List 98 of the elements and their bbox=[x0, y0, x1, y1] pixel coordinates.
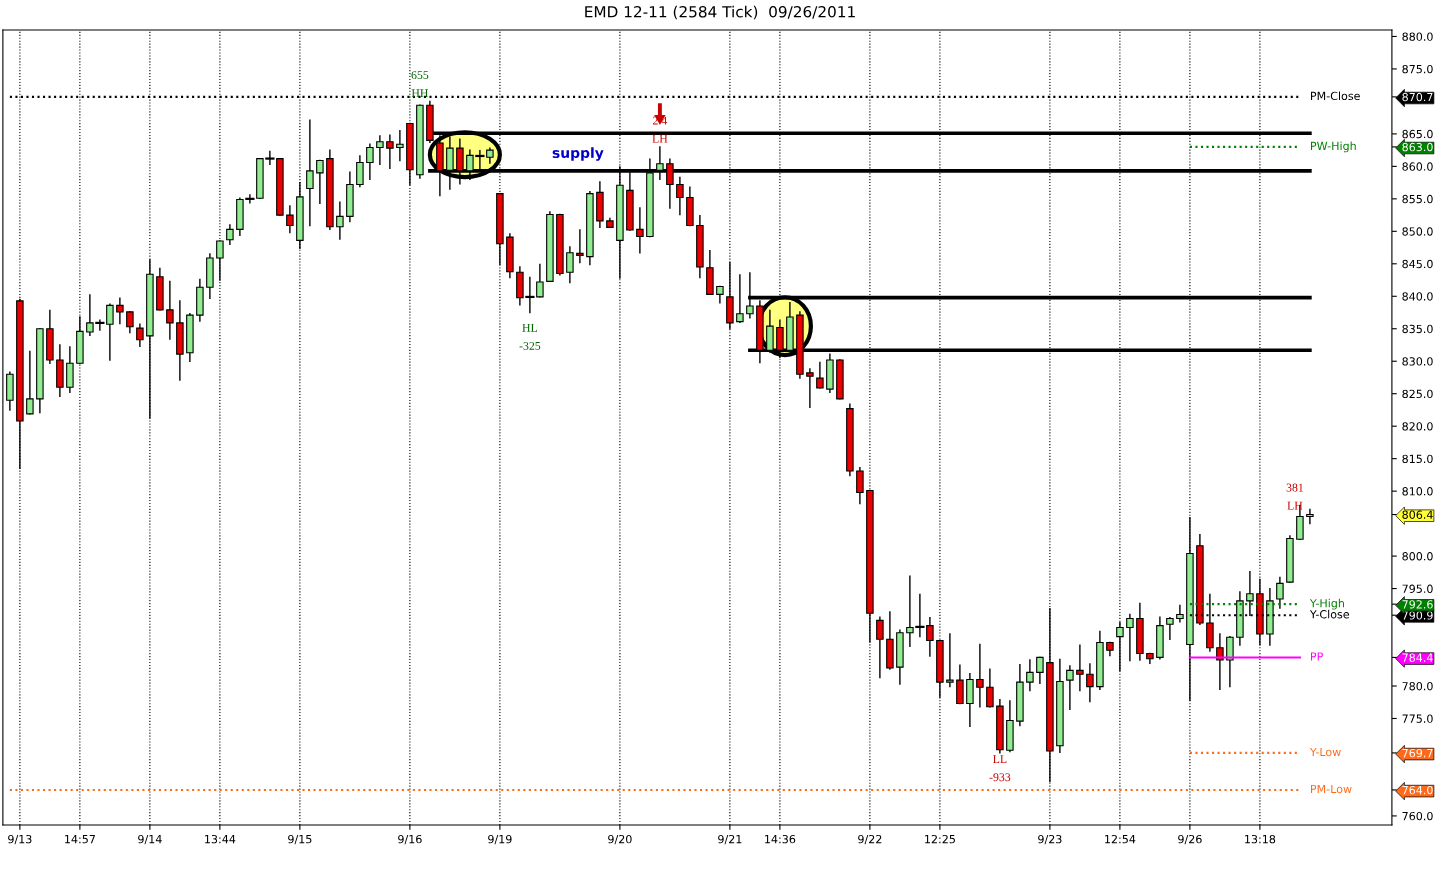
y-tick-label: 865.0 bbox=[1402, 129, 1433, 139]
candlestick bbox=[976, 643, 984, 708]
x-tick-label: 13:44 bbox=[205, 834, 236, 844]
candlestick bbox=[26, 350, 34, 415]
x-tick-label: 9/15 bbox=[288, 834, 312, 845]
x-tick-label: 12:25 bbox=[925, 834, 955, 844]
y-tick-label: 806.4 bbox=[1402, 510, 1433, 519]
candlestick bbox=[336, 201, 344, 240]
candlestick bbox=[366, 143, 374, 181]
candlestick bbox=[816, 361, 824, 389]
y-tick-label: 760.0 bbox=[1402, 811, 1433, 821]
candlestick bbox=[956, 664, 964, 705]
x-tick-label: 14:36 bbox=[765, 834, 796, 844]
candlestick bbox=[1226, 635, 1234, 688]
candlestick bbox=[306, 119, 314, 227]
y-tick-label: 769.7 bbox=[1402, 748, 1433, 758]
annotation: HL -325 bbox=[519, 323, 541, 350]
y-tick-label: 792.6 bbox=[1402, 600, 1433, 609]
candlestick bbox=[1086, 663, 1094, 703]
annotation: 655 HH bbox=[411, 71, 429, 98]
y-tick-label: 870.7 bbox=[1402, 92, 1433, 102]
candlestick bbox=[166, 280, 174, 340]
y-tick-label: 845.0 bbox=[1402, 259, 1433, 269]
candlestick bbox=[736, 274, 744, 323]
candlestick bbox=[946, 633, 954, 688]
candlestick bbox=[316, 159, 324, 205]
y-tick-label: 815.0 bbox=[1402, 454, 1433, 464]
x-tick-label: 9/16 bbox=[398, 834, 422, 845]
y-tick-label: 780.0 bbox=[1402, 681, 1433, 691]
series-label: PM-Low bbox=[1310, 784, 1352, 794]
candlestick bbox=[116, 297, 124, 325]
candlestick bbox=[566, 246, 574, 284]
y-tick-label: 825.0 bbox=[1402, 389, 1433, 399]
candlestick bbox=[1166, 617, 1174, 640]
y-tick-label: 855.0 bbox=[1402, 194, 1433, 204]
y-tick-label: 830.0 bbox=[1402, 357, 1433, 366]
y-tick-label: 795.0 bbox=[1402, 584, 1433, 593]
candlestick bbox=[136, 323, 144, 347]
x-tick-label: 9/26 bbox=[1178, 834, 1202, 845]
series-label: PM-Close bbox=[1310, 91, 1360, 101]
x-tick-label: 9/21 bbox=[718, 834, 742, 845]
candlestick bbox=[106, 303, 114, 361]
candlestick bbox=[226, 224, 234, 246]
candlestick bbox=[1126, 613, 1134, 662]
candlestick bbox=[1066, 665, 1074, 711]
y-tick-label: 790.9 bbox=[1402, 611, 1433, 620]
x-tick-label: 9/22 bbox=[858, 834, 882, 845]
y-tick-label: 840.0 bbox=[1402, 292, 1433, 301]
candlestick bbox=[376, 135, 384, 166]
candlestick bbox=[286, 205, 294, 234]
candlestick bbox=[1216, 633, 1224, 690]
candlestick bbox=[126, 311, 134, 334]
y-tick-label: 850.0 bbox=[1402, 227, 1433, 236]
candlestick bbox=[1306, 508, 1314, 525]
candlestick bbox=[1116, 621, 1124, 672]
candlestick bbox=[806, 368, 814, 409]
series-label: Y-Close bbox=[1309, 609, 1350, 619]
y-tick-label: 784.4 bbox=[1402, 653, 1433, 662]
candlestick bbox=[1176, 604, 1184, 623]
x-tick-label: 13:18 bbox=[1245, 834, 1276, 844]
series-label: PP bbox=[1310, 652, 1323, 661]
x-tick-label: 12:54 bbox=[1105, 834, 1136, 844]
candlestick bbox=[386, 134, 394, 170]
series-label: Y-High bbox=[1309, 598, 1344, 610]
y-tick-label: 860.0 bbox=[1402, 162, 1433, 171]
y-tick-label: 775.0 bbox=[1402, 714, 1433, 723]
x-tick-label: 9/13 bbox=[8, 834, 32, 845]
x-tick-label: 9/19 bbox=[488, 834, 512, 845]
chart-title: EMD 12-11 (2584 Tick) 09/26/2011 bbox=[585, 5, 855, 20]
candlestick bbox=[1276, 576, 1284, 609]
candlestick bbox=[396, 129, 404, 162]
x-tick-label: 9/23 bbox=[1038, 834, 1062, 845]
y-tick-label: 880.0 bbox=[1402, 32, 1433, 41]
series-label: PW-High bbox=[1310, 141, 1356, 153]
y-tick-label: 764.0 bbox=[1402, 785, 1433, 795]
annotation: 381 LH bbox=[1286, 483, 1304, 510]
y-tick-label: 835.0 bbox=[1402, 324, 1433, 334]
y-tick-label: 875.0 bbox=[1402, 64, 1433, 74]
x-tick-label: 14:57 bbox=[65, 835, 95, 844]
annotation: supply bbox=[552, 147, 604, 161]
candlestick bbox=[1036, 656, 1044, 685]
candlestick bbox=[876, 616, 884, 679]
y-tick-label: 810.0 bbox=[1402, 487, 1433, 496]
candlestick bbox=[986, 668, 994, 708]
candlestick bbox=[636, 207, 644, 254]
candlestick bbox=[1076, 644, 1084, 692]
annotation: LL -933 bbox=[989, 755, 1011, 782]
y-tick-label: 820.0 bbox=[1402, 422, 1433, 431]
candlestick bbox=[856, 467, 864, 505]
y-tick-label: 800.0 bbox=[1402, 552, 1433, 561]
candlestick bbox=[676, 176, 684, 216]
candlestick bbox=[356, 155, 364, 188]
candlestick bbox=[576, 229, 584, 264]
series-label: Y-Low bbox=[1309, 747, 1341, 757]
candlestick bbox=[1026, 659, 1034, 692]
y-tick-label: 863.0 bbox=[1402, 142, 1433, 152]
x-tick-label: 9/20 bbox=[608, 834, 632, 845]
x-tick-label: 9/14 bbox=[138, 834, 162, 845]
